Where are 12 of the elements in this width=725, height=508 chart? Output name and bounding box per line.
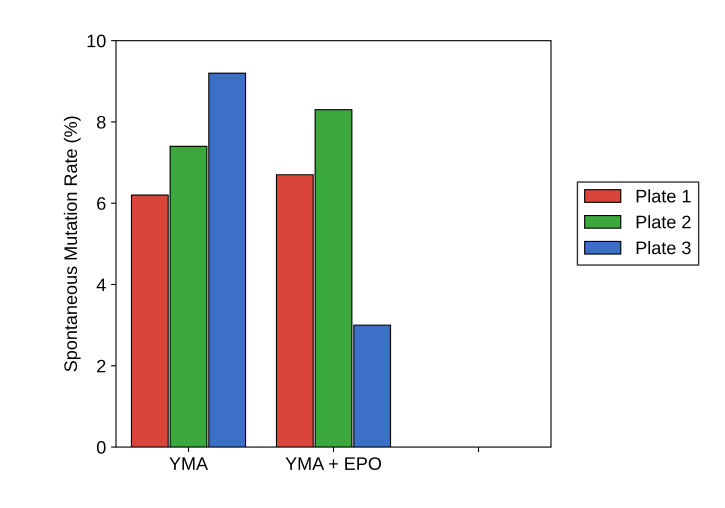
y-tick-label: 10	[88, 34, 106, 48]
y-tick-label: 4	[96, 278, 106, 292]
y-axis-title: Spontaneous Mutation Rate (%)	[64, 116, 81, 372]
legend-label: Plate 1	[636, 189, 691, 203]
y-tick-label: 2	[97, 360, 106, 372]
x-tick-label: YMA	[169, 457, 208, 470]
y-tick-label: 0	[96, 440, 106, 454]
x-tick-label: YMA + EPO	[285, 457, 382, 470]
legend-label: Plate 3	[636, 240, 691, 254]
y-tick-label: 8	[97, 116, 106, 129]
legend-label: Plate 2	[636, 215, 691, 228]
y-tick-label: 6	[97, 197, 106, 210]
